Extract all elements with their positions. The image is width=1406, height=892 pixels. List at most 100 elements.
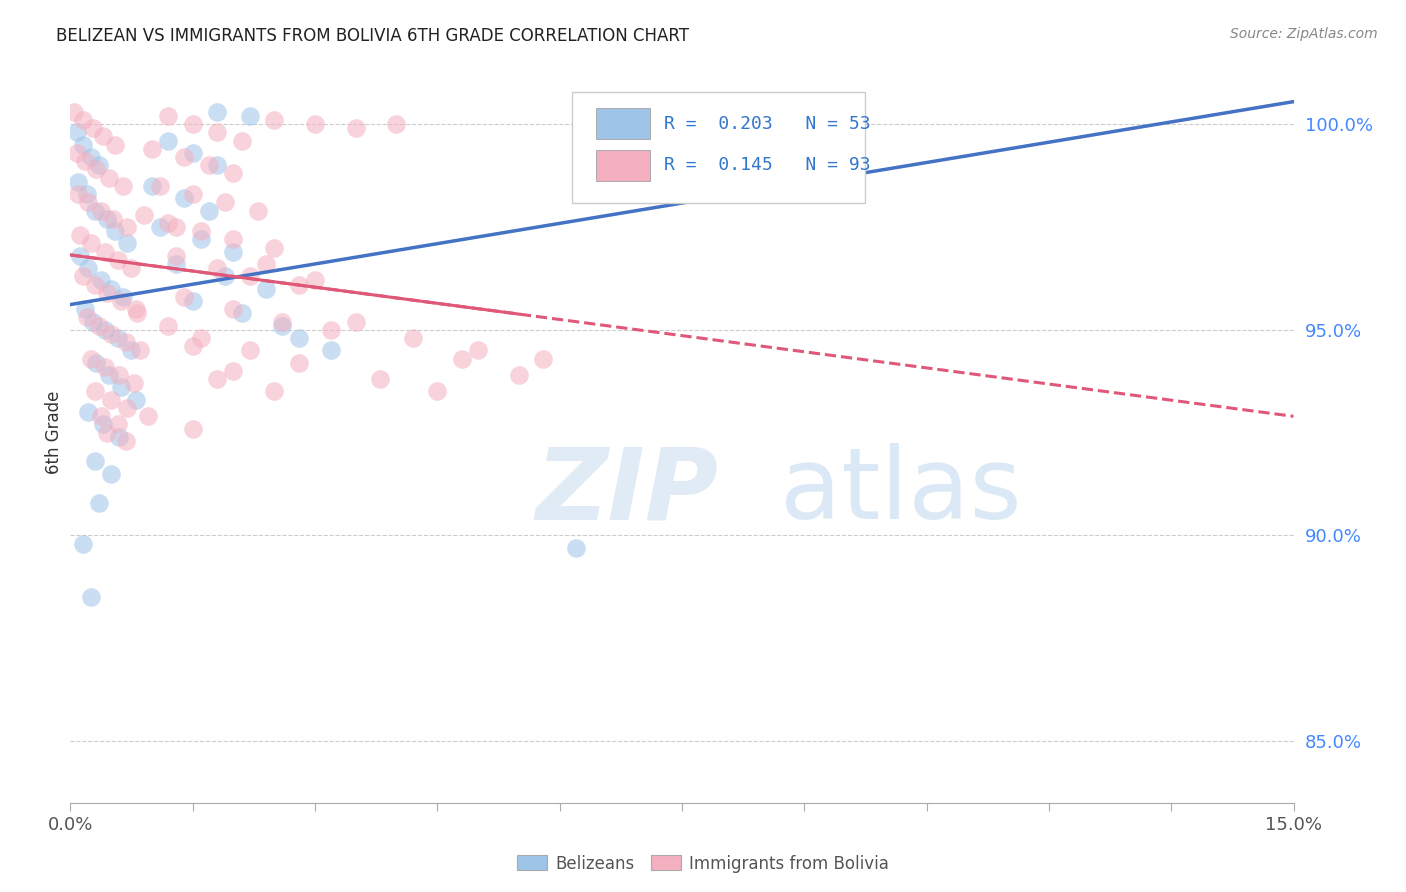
Point: [90, 273, 112, 287]
Point: [450, 351, 472, 366]
Point: [254, 257, 277, 271]
Point: [239, 269, 262, 284]
Text: BELIZEAN VS IMMIGRANTS FROM BOLIVIA 6TH GRADE CORRELATION CHART: BELIZEAN VS IMMIGRANTS FROM BOLIVIA 6TH …: [56, 27, 689, 45]
Point: [402, 331, 425, 345]
Point: [112, 290, 135, 304]
Point: [108, 368, 131, 382]
Point: [205, 125, 228, 139]
Point: [508, 368, 530, 382]
Point: [254, 282, 277, 296]
Point: [83, 384, 105, 399]
Point: [121, 343, 143, 358]
Point: [110, 380, 132, 394]
Point: [157, 134, 180, 148]
Point: [77, 261, 100, 276]
Point: [205, 104, 228, 119]
Point: [344, 314, 367, 328]
Point: [190, 331, 212, 345]
Point: [67, 187, 90, 202]
Point: [231, 134, 253, 148]
Point: [82, 314, 104, 328]
Point: [108, 430, 131, 444]
Point: [96, 425, 118, 440]
Point: [100, 282, 122, 296]
Point: [91, 417, 114, 432]
Point: [467, 343, 489, 358]
FancyBboxPatch shape: [596, 108, 650, 139]
Point: [121, 261, 143, 276]
Point: [181, 421, 204, 435]
Point: [271, 314, 294, 328]
Point: [239, 343, 262, 358]
Point: [63, 104, 86, 119]
Point: [222, 166, 245, 180]
Point: [165, 257, 187, 271]
Point: [149, 178, 172, 193]
Point: [114, 335, 136, 350]
Point: [222, 244, 245, 259]
Point: [96, 211, 118, 226]
Point: [93, 323, 115, 337]
Point: [91, 129, 114, 144]
Point: [93, 244, 115, 259]
Point: [239, 109, 262, 123]
Text: ZIP: ZIP: [536, 443, 718, 541]
Point: [73, 302, 96, 317]
Point: [86, 162, 108, 177]
Point: [181, 293, 204, 308]
Point: [181, 145, 204, 160]
Point: [181, 187, 204, 202]
Point: [173, 191, 195, 205]
Legend: Belizeans, Immigrants from Bolivia: Belizeans, Immigrants from Bolivia: [510, 848, 896, 880]
Point: [222, 302, 245, 317]
Point: [231, 306, 253, 320]
Point: [87, 158, 110, 172]
Point: [214, 195, 236, 210]
Point: [117, 219, 139, 234]
Point: [114, 434, 136, 448]
Point: [124, 302, 146, 317]
Point: [87, 495, 110, 509]
Point: [752, 101, 775, 115]
Point: [77, 195, 100, 210]
Point: [76, 310, 98, 325]
Point: [73, 154, 96, 169]
Point: [304, 273, 326, 287]
Point: [647, 96, 669, 111]
Point: [72, 137, 94, 152]
Point: [426, 384, 449, 399]
Point: [69, 249, 91, 263]
Point: [205, 158, 228, 172]
Point: [173, 290, 195, 304]
Point: [321, 343, 343, 358]
Point: [67, 175, 90, 189]
Point: [100, 467, 122, 481]
Point: [87, 318, 110, 333]
Point: [124, 392, 146, 407]
Point: [98, 170, 121, 185]
Point: [90, 203, 112, 218]
Point: [149, 219, 172, 234]
Point: [132, 208, 155, 222]
Point: [107, 331, 129, 345]
Point: [72, 113, 94, 128]
Point: [198, 203, 221, 218]
Point: [96, 285, 118, 300]
Point: [110, 293, 132, 308]
Point: [117, 236, 139, 251]
Point: [181, 117, 204, 131]
Point: [205, 261, 228, 276]
Point: [222, 364, 245, 378]
Point: [157, 216, 180, 230]
Point: [69, 228, 91, 243]
Point: [72, 269, 94, 284]
Point: [222, 232, 245, 246]
Point: [304, 117, 326, 131]
Point: [100, 326, 122, 341]
Point: [165, 249, 187, 263]
Point: [385, 117, 408, 131]
Point: [287, 331, 309, 345]
Point: [83, 203, 105, 218]
Point: [117, 401, 139, 415]
Point: [344, 121, 367, 136]
